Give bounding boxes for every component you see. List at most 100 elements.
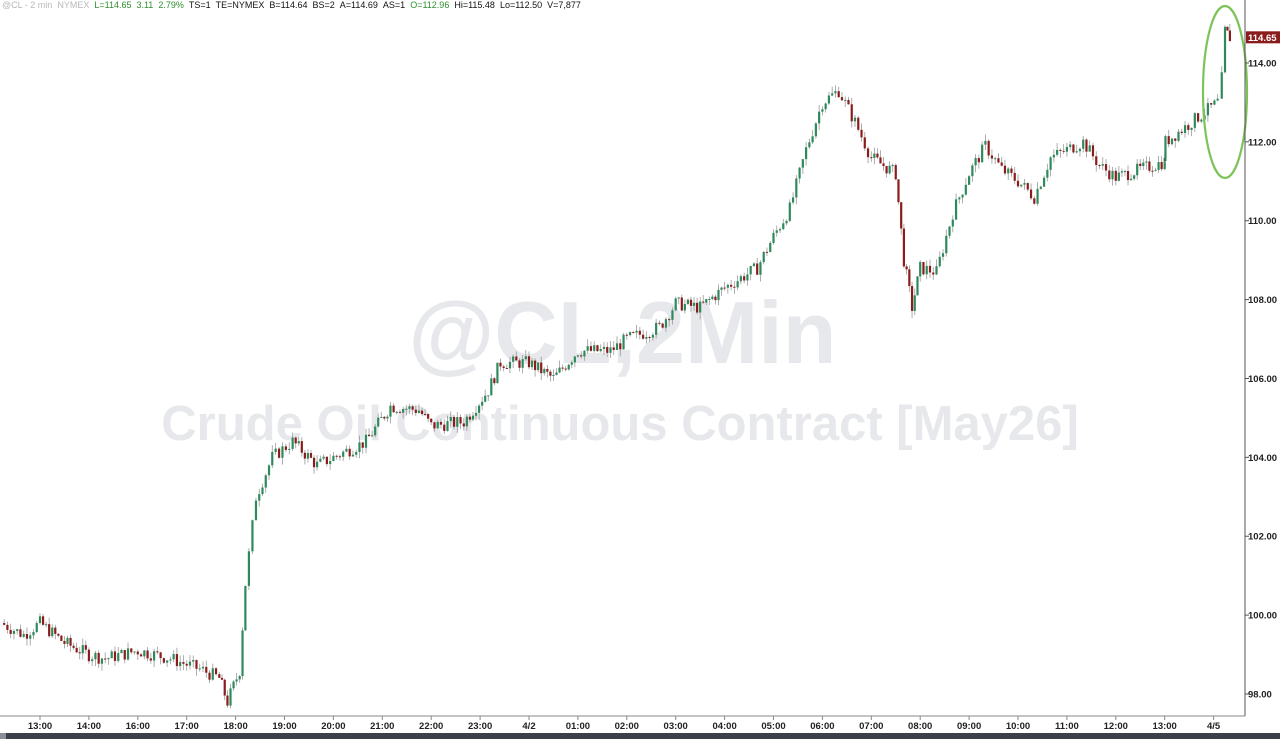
- candle-body: [699, 301, 702, 313]
- candle-body: [462, 423, 465, 427]
- candle-body: [468, 416, 472, 420]
- candle-body: [1065, 146, 1068, 152]
- symbol-quote-header: @CL - 2 min NYMEX L=114.65 3.11 2.79% TS=1 TE=…: [2, 0, 586, 11]
- candle-body: [185, 663, 188, 666]
- candle-body: [179, 662, 182, 667]
- price-tick-label: 106.00: [1248, 374, 1277, 385]
- watermark-symbol: @CL,2Min: [408, 283, 837, 382]
- candle-body: [107, 658, 110, 660]
- candle-body: [117, 653, 120, 661]
- candle-body: [576, 355, 579, 357]
- low-field: Lo=112.50: [499, 0, 543, 10]
- candle-body: [882, 163, 885, 167]
- candle-body: [808, 142, 811, 148]
- candle-body: [57, 633, 60, 636]
- candle-body: [16, 629, 19, 632]
- candle-body: [1056, 149, 1059, 155]
- candle-body: [335, 455, 338, 457]
- candle-body: [69, 637, 72, 646]
- candle-body: [628, 332, 632, 336]
- candle-body: [1145, 161, 1148, 163]
- candle-body: [1193, 113, 1196, 128]
- candle-body: [405, 408, 408, 410]
- candle-body: [208, 672, 211, 680]
- candle-body: [502, 366, 505, 368]
- candle-body: [87, 649, 90, 662]
- time-tick-label: 14:00: [77, 721, 101, 732]
- candle-body: [671, 310, 674, 320]
- candle-body: [136, 651, 139, 655]
- price-tick-label: 112.00: [1248, 137, 1277, 148]
- candle-body: [1213, 100, 1216, 105]
- time-tick-label: 13:00: [28, 721, 52, 732]
- candle-body: [389, 405, 392, 417]
- candle-body: [596, 345, 599, 352]
- candle-body: [19, 629, 22, 637]
- candle-body: [651, 334, 654, 338]
- candle-body: [599, 348, 602, 352]
- pct-change: 2.79%: [158, 0, 184, 10]
- candle-body: [964, 184, 967, 195]
- candle-body: [367, 434, 371, 437]
- candle-body: [769, 242, 772, 253]
- candle-body: [97, 652, 100, 664]
- candle-body: [436, 421, 439, 429]
- candle-body: [910, 286, 914, 311]
- candle-body: [1088, 145, 1091, 152]
- candle-body: [35, 623, 38, 633]
- candle-body: [267, 465, 271, 476]
- time-tick-label: 19:00: [272, 721, 296, 732]
- candle-body: [1091, 145, 1095, 157]
- last-price-label: 114.65: [1248, 33, 1277, 44]
- candle-body: [945, 235, 948, 254]
- candle-body: [211, 668, 214, 680]
- candle-body: [558, 367, 561, 373]
- price-tick-label: 98.00: [1248, 690, 1272, 701]
- candle-body: [919, 262, 922, 277]
- candle-body: [345, 448, 348, 452]
- candle-body: [879, 157, 882, 164]
- bid-field: B=114.64: [269, 0, 308, 10]
- candle-body: [552, 375, 555, 377]
- horizontal-scrollbar[interactable]: [0, 733, 1280, 739]
- candle-body: [791, 197, 795, 203]
- scrollbar-thumb[interactable]: [0, 733, 6, 739]
- candle-body: [380, 416, 383, 418]
- candle-body: [1003, 165, 1007, 174]
- candle-body: [258, 494, 261, 501]
- candle-body: [695, 302, 699, 313]
- candle-body: [153, 651, 156, 661]
- candle-body: [827, 95, 831, 104]
- candle-body: [540, 362, 543, 374]
- candle-body: [452, 417, 456, 427]
- candle-body: [1142, 162, 1145, 167]
- time-tick-label: 03:00: [664, 721, 688, 732]
- candle-body: [1200, 119, 1203, 122]
- candle-body: [1039, 186, 1042, 189]
- candle-body: [891, 165, 894, 167]
- candle-body: [1026, 183, 1029, 190]
- candle-body: [81, 645, 84, 654]
- candle-body: [736, 281, 739, 288]
- candle-body: [312, 457, 316, 468]
- candle-body: [156, 651, 159, 653]
- candle-body: [487, 395, 490, 397]
- candle-body: [885, 166, 888, 174]
- candle-body: [714, 296, 717, 301]
- candle-body: [264, 475, 267, 488]
- candle-body: [325, 456, 328, 465]
- candle-body: [661, 323, 664, 328]
- candle-body: [922, 262, 925, 275]
- candle-body: [1069, 144, 1072, 147]
- candle-body: [1072, 144, 1075, 153]
- candle-body: [316, 461, 319, 468]
- candle-body: [586, 346, 589, 351]
- candle-body: [1206, 103, 1209, 116]
- candle-body: [1129, 178, 1133, 181]
- candle-body: [1075, 151, 1078, 153]
- candle-body: [850, 104, 853, 122]
- candle-body: [705, 299, 708, 303]
- candle-body: [205, 666, 208, 673]
- candle-body: [602, 346, 606, 349]
